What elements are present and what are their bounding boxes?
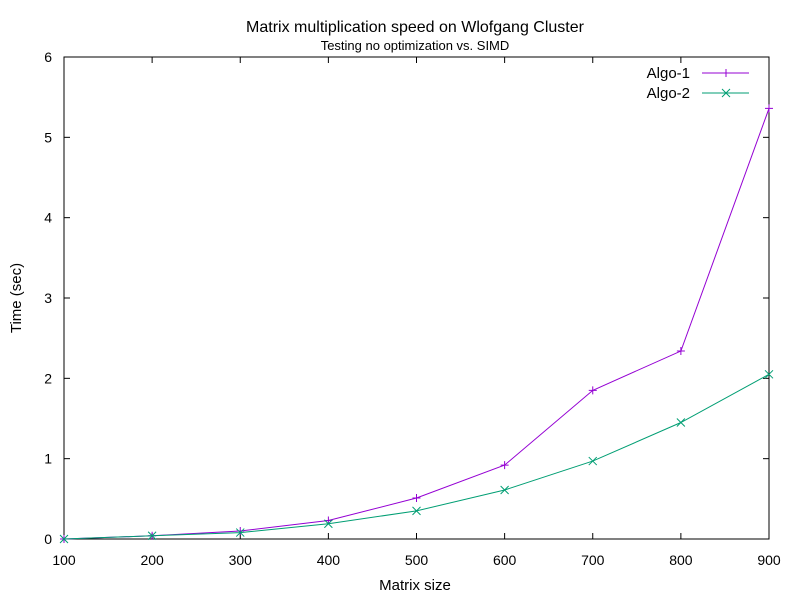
series-line-algo-1 bbox=[63, 108, 770, 540]
legend-label-algo-1: Algo-1 bbox=[647, 65, 690, 82]
data-point-algo-2 bbox=[764, 369, 774, 379]
data-point-algo-2 bbox=[676, 418, 686, 427]
series-line-algo-2 bbox=[63, 373, 770, 540]
data-point-algo-2 bbox=[588, 456, 598, 466]
data-point-algo-2 bbox=[235, 528, 245, 537]
y-tick-label: 6 bbox=[44, 49, 52, 65]
y-tick-label: 0 bbox=[44, 531, 52, 547]
data-point-algo-1 bbox=[500, 461, 509, 470]
data-point-algo-2 bbox=[500, 485, 509, 495]
data-point-algo-1 bbox=[676, 347, 685, 356]
legend-marker-algo-1 bbox=[722, 69, 730, 77]
data-point-algo-1 bbox=[236, 526, 245, 535]
y-tick-label: 2 bbox=[44, 370, 52, 386]
x-tick-label: 200 bbox=[140, 552, 164, 568]
x-tick-label: 600 bbox=[493, 552, 517, 568]
x-tick-label: 300 bbox=[229, 552, 253, 568]
data-point-algo-1 bbox=[765, 104, 773, 113]
chart-subtitle: Testing no optimization vs. SIMD bbox=[321, 38, 510, 53]
chart-title: Matrix multiplication speed on Wlofgang … bbox=[246, 19, 585, 36]
data-point-algo-2 bbox=[147, 531, 157, 541]
x-tick-label: 100 bbox=[52, 552, 76, 568]
x-tick-label: 900 bbox=[757, 552, 781, 568]
x-tick-label: 800 bbox=[669, 552, 693, 568]
data-point-algo-1 bbox=[588, 386, 597, 395]
data-point-algo-2 bbox=[59, 534, 69, 544]
y-tick-label: 3 bbox=[44, 290, 52, 306]
y-tick-label: 1 bbox=[44, 451, 52, 467]
x-tick-label: 500 bbox=[405, 552, 429, 568]
plot-frame bbox=[63, 56, 770, 540]
data-point-algo-2 bbox=[324, 519, 333, 529]
data-point-algo-1 bbox=[412, 494, 421, 503]
x-tick-label: 700 bbox=[581, 552, 605, 568]
data-point-algo-2 bbox=[412, 506, 421, 516]
x-axis-label: Matrix size bbox=[379, 577, 451, 594]
x-tick-label: 400 bbox=[317, 552, 341, 568]
legend-marker-algo-2 bbox=[721, 88, 731, 98]
y-axis-label: Time (sec) bbox=[8, 263, 25, 333]
y-tick-label: 5 bbox=[44, 129, 52, 145]
plot-area: 100 200 300 400 500 600 700 800 900 0 1 2 3 4 5 6 Algo-1… bbox=[44, 49, 781, 568]
y-tick-label: 4 bbox=[44, 210, 52, 226]
legend-label-algo-2: Algo-2 bbox=[647, 85, 690, 102]
